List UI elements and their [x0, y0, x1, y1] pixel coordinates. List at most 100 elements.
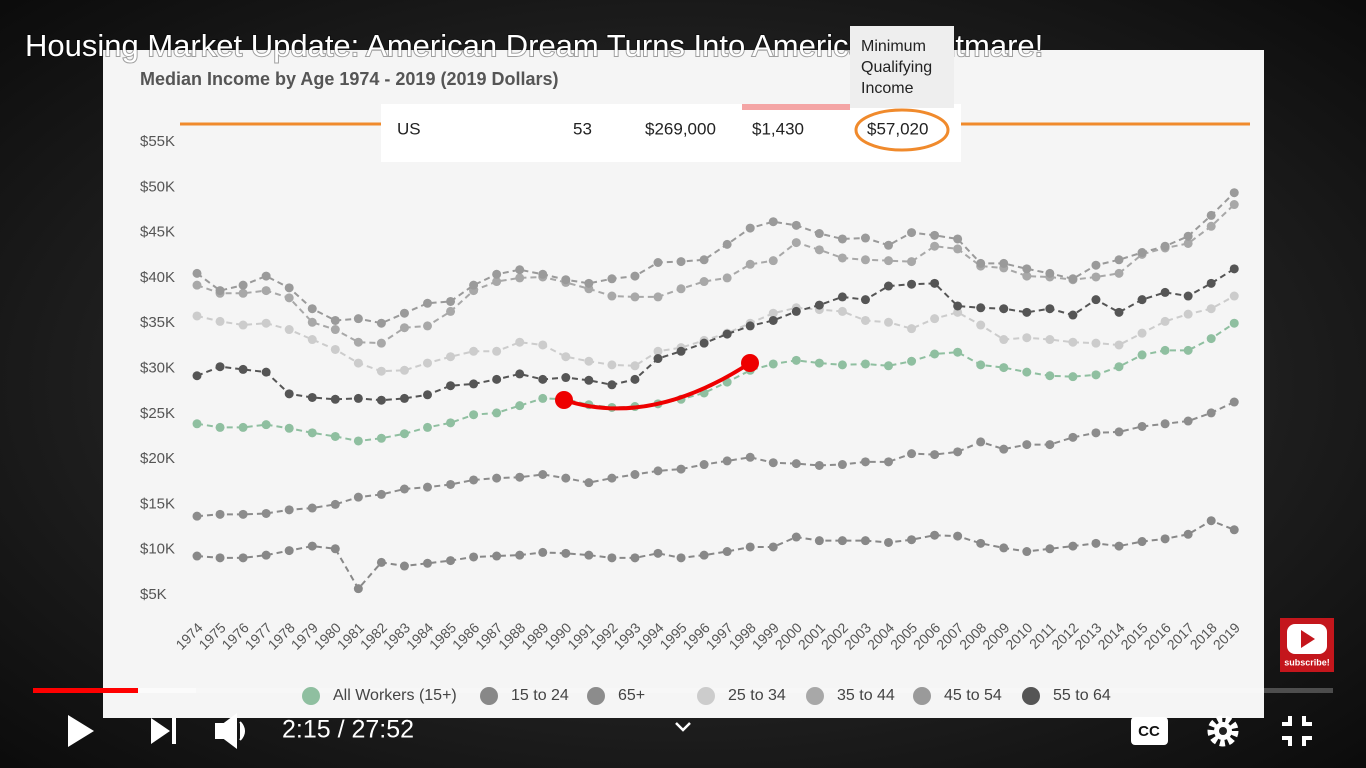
data-point	[1045, 304, 1055, 314]
data-point	[446, 352, 456, 362]
data-point	[1137, 328, 1147, 338]
data-point	[1045, 268, 1055, 278]
data-point	[930, 450, 940, 460]
exit-fullscreen[interactable]	[1282, 716, 1312, 746]
data-point	[538, 547, 548, 557]
data-point	[376, 489, 386, 499]
data-point	[423, 422, 432, 432]
data-point	[1183, 238, 1193, 248]
data-point	[907, 324, 917, 334]
data-point	[976, 258, 986, 268]
data-point	[1229, 188, 1239, 198]
data-point	[768, 542, 778, 552]
data-point	[791, 306, 801, 316]
data-point	[1229, 264, 1239, 274]
data-point	[330, 499, 340, 509]
play-button[interactable]	[68, 715, 94, 747]
data-point	[1091, 370, 1101, 380]
data-point	[607, 553, 617, 563]
data-point	[376, 433, 386, 443]
data-point	[768, 256, 778, 266]
data-point	[215, 286, 225, 296]
data-point	[1022, 264, 1032, 274]
progress-track[interactable]	[33, 688, 1333, 693]
data-point	[584, 356, 594, 366]
data-point	[907, 449, 917, 459]
data-point	[1183, 416, 1193, 426]
data-point	[399, 393, 409, 403]
data-point	[330, 315, 340, 325]
cc-button[interactable]	[1131, 717, 1168, 745]
data-point	[860, 536, 870, 546]
data-point	[284, 293, 294, 303]
volume-button[interactable]	[215, 713, 245, 749]
data-point	[699, 460, 709, 470]
legend-swatch	[697, 687, 715, 705]
data-point	[999, 335, 1009, 345]
data-point	[860, 255, 870, 265]
data-point	[630, 292, 640, 302]
data-point	[515, 550, 525, 560]
data-point	[561, 373, 571, 383]
table-cell: US	[397, 119, 421, 138]
data-point	[192, 371, 202, 381]
chart-title: Median Income by Age 1974 - 2019 (2019 D…	[140, 69, 559, 89]
data-point	[953, 307, 963, 317]
data-point	[1068, 337, 1078, 347]
data-point	[953, 301, 963, 311]
data-point	[1022, 547, 1032, 557]
data-point	[837, 536, 847, 546]
data-point	[953, 531, 963, 541]
data-point	[976, 320, 986, 330]
data-point	[330, 344, 340, 354]
data-point	[584, 375, 594, 385]
data-point	[469, 379, 479, 389]
data-point	[492, 269, 502, 279]
data-point	[192, 511, 202, 521]
data-point	[884, 457, 893, 467]
data-point	[1160, 241, 1170, 251]
data-point	[1183, 231, 1193, 241]
data-point	[261, 318, 271, 328]
table-cell: $269,000	[645, 119, 716, 138]
data-point	[469, 410, 479, 420]
data-point	[399, 429, 409, 439]
table-cell: $1,430	[752, 119, 804, 138]
data-point	[399, 365, 409, 375]
data-point	[884, 537, 893, 547]
annotation-arc	[563, 361, 752, 411]
chevron[interactable]	[675, 722, 691, 732]
data-point	[1206, 278, 1216, 288]
next-button[interactable]	[151, 718, 176, 744]
y-tick-label: $30K	[140, 359, 175, 376]
progress-played	[33, 688, 138, 693]
data-point	[261, 367, 271, 377]
settings-button[interactable]	[1207, 715, 1239, 747]
data-point	[307, 541, 317, 551]
data-point	[745, 321, 755, 331]
subscribe-badge[interactable]: subscribe!	[1280, 618, 1334, 672]
data-point	[884, 240, 893, 250]
data-point	[399, 323, 409, 333]
data-point	[907, 257, 917, 267]
data-point	[469, 346, 479, 356]
y-tick-label: $45K	[140, 224, 175, 241]
subscribe-text: subscribe!	[1284, 657, 1330, 667]
data-point	[907, 279, 917, 289]
data-point	[307, 428, 317, 438]
data-point	[791, 355, 801, 365]
data-point	[307, 503, 317, 513]
data-point	[1091, 538, 1101, 548]
data-point	[238, 364, 248, 374]
data-point	[791, 532, 801, 542]
data-point	[376, 395, 386, 405]
data-point	[284, 283, 294, 293]
data-point	[1229, 200, 1239, 210]
time-display: 2:15 / 27:52	[282, 716, 414, 744]
data-point	[607, 360, 617, 370]
data-point	[930, 278, 940, 288]
data-point	[1160, 316, 1170, 326]
data-point	[515, 337, 525, 347]
data-point	[515, 265, 525, 275]
data-point	[1137, 421, 1147, 431]
